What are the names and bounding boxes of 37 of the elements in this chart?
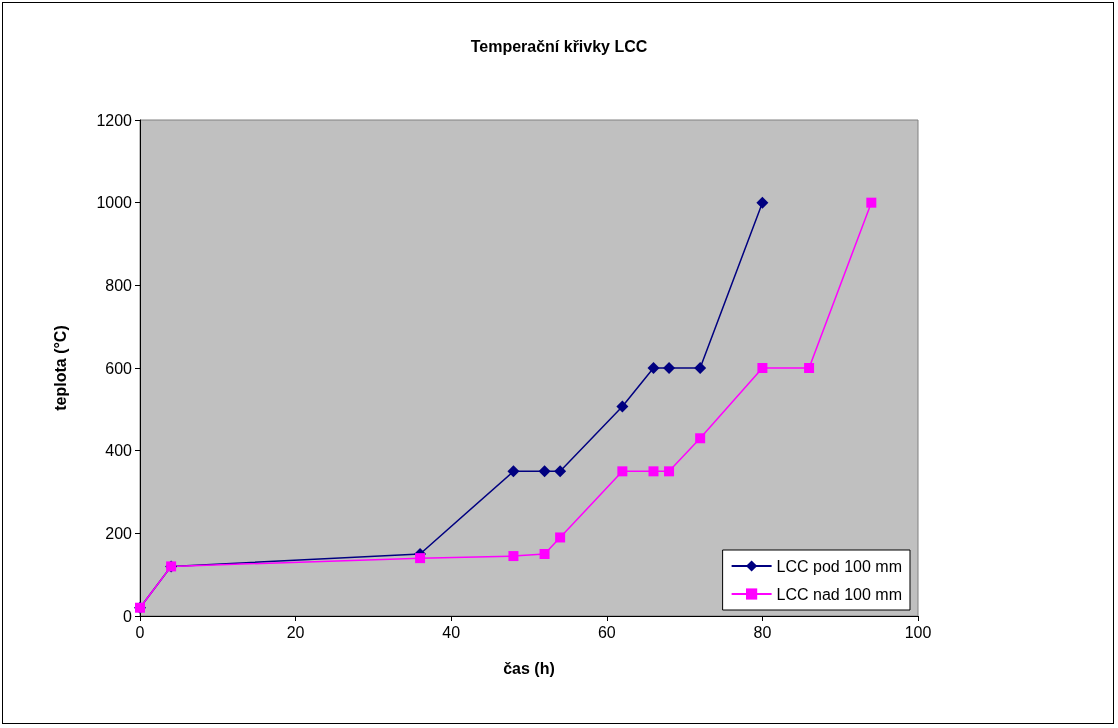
point [538,465,551,478]
point [616,400,629,413]
point [757,363,768,373]
point [866,197,877,208]
x-tick-label: 40 [442,623,461,641]
point [663,362,676,374]
x-tick-label: 0 [135,623,145,641]
point [508,551,519,562]
x-axis-title: čas (h) [503,659,555,677]
y-axis-title: teplota (°C) [51,325,69,411]
point [804,363,815,373]
y-tick-label: 200 [105,524,133,542]
point [617,466,628,477]
x-tick-label: 80 [753,623,772,641]
point [539,549,550,559]
y-tick-label: 600 [105,359,133,377]
legend-label: LCC pod 100 mm [776,557,902,575]
point [554,465,567,478]
x-tick-label: 20 [286,623,305,641]
point [664,466,675,477]
y-tick-label: 800 [105,276,133,294]
point [694,362,707,374]
point [647,362,660,374]
y-tick-label: 1200 [96,111,133,129]
point [555,532,566,543]
point [648,466,659,477]
point [695,433,706,444]
chart-title: Temperační křivky LCC [470,37,648,55]
point [756,196,769,209]
y-tick-label: 400 [105,442,133,460]
y-tick-label: 1000 [96,194,133,212]
point [507,465,520,478]
x-tick-label: 60 [597,623,616,641]
x-tick-label: 100 [904,623,932,641]
legend-label: LCC nad 100 mm [776,585,902,603]
point [415,553,426,564]
y-tick-label: 0 [123,607,133,625]
